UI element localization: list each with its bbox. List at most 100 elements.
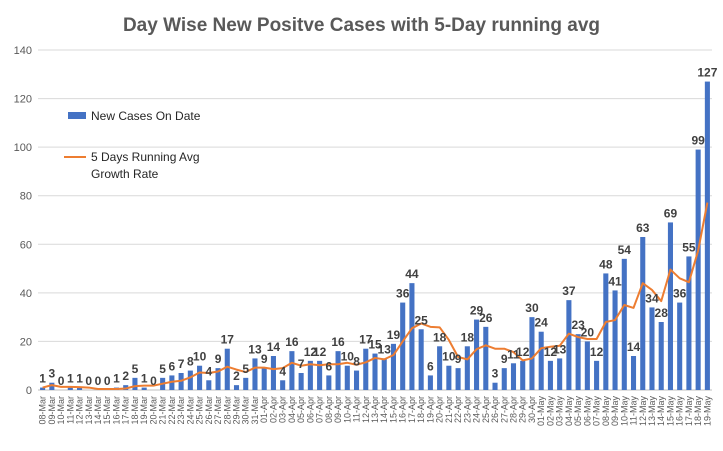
x-tick-label: 16-Apr — [398, 396, 408, 423]
x-tick-label: 04-Apr — [287, 396, 297, 423]
y-tick-label: 0 — [26, 385, 32, 397]
bar — [270, 356, 276, 390]
data-label: 99 — [691, 134, 705, 148]
x-tick-label: 06-May — [582, 396, 592, 427]
x-tick-label: 07-May — [592, 396, 602, 427]
x-tick-label: 16-May — [675, 396, 685, 427]
bar — [464, 346, 470, 390]
x-tick-label: 27-Apr — [499, 396, 509, 423]
bar — [455, 368, 461, 390]
x-tick-label: 10-Mar — [56, 396, 66, 425]
running-avg-line — [42, 202, 709, 391]
x-tick-label: 14-May — [656, 396, 666, 427]
data-label: 127 — [697, 66, 717, 80]
x-tick-label: 24-Mar — [185, 396, 195, 425]
x-tick-label: 21-Mar — [158, 396, 168, 425]
bar — [677, 302, 683, 390]
bar — [603, 273, 609, 390]
x-tick-label: 30-Apr — [527, 396, 537, 423]
bar — [335, 351, 341, 390]
data-label: 3 — [492, 367, 499, 381]
x-tick-label: 18-May — [693, 396, 703, 427]
x-tick-label: 15-Apr — [388, 396, 398, 423]
x-tick-label: 08-Apr — [324, 396, 334, 423]
data-label: 2 — [122, 369, 129, 383]
bar — [372, 353, 378, 390]
bar — [67, 387, 73, 390]
data-label: 44 — [405, 267, 419, 281]
x-tick-label: 10-May — [619, 396, 629, 427]
bar — [704, 81, 710, 391]
x-tick-label: 29-Mar — [232, 396, 242, 425]
x-tick-label: 12-Mar — [75, 396, 85, 425]
data-label: 6 — [427, 359, 434, 373]
x-tick-label: 05-Apr — [296, 396, 306, 423]
bar — [686, 256, 692, 390]
x-tick-label: 06-Apr — [305, 396, 315, 423]
x-tick-label: 17-Mar — [121, 396, 131, 425]
bar — [197, 365, 203, 390]
bar — [501, 368, 507, 390]
data-label: 11 — [507, 347, 520, 361]
data-label: 10 — [341, 350, 355, 364]
data-label: 19 — [387, 328, 401, 342]
data-label: 13 — [378, 342, 392, 356]
data-label: 13 — [248, 342, 262, 356]
bar — [233, 385, 240, 390]
bar — [344, 365, 350, 390]
x-tick-label: 28-Apr — [508, 396, 518, 423]
data-label: 12 — [544, 345, 558, 359]
bar — [446, 365, 452, 390]
x-tick-label: 19-May — [702, 396, 712, 427]
legend-label-bar: New Cases On Date — [91, 109, 201, 123]
data-label: 9 — [455, 352, 462, 366]
data-label: 16 — [331, 335, 345, 349]
x-tick-label: 29-Apr — [518, 396, 528, 423]
x-tick-label: 12-May — [638, 396, 648, 427]
x-tick-label: 14-Mar — [93, 396, 103, 425]
data-label: 36 — [673, 287, 687, 301]
x-tick-label: 28-Mar — [222, 396, 232, 425]
y-tick-label: 100 — [14, 142, 32, 154]
bar — [40, 387, 46, 390]
x-tick-label: 09-May — [610, 396, 620, 427]
x-tick-label: 18-Mar — [130, 396, 140, 425]
data-label: 12 — [304, 345, 318, 359]
x-tick-label: 13-Apr — [370, 396, 380, 423]
data-label: 34 — [645, 291, 659, 305]
x-tick-label: 10-Apr — [342, 396, 352, 423]
data-label: 6 — [325, 359, 332, 373]
x-tick-label: 07-Apr — [315, 396, 325, 423]
y-tick-label: 120 — [14, 94, 32, 106]
x-tick-label: 26-Mar — [204, 396, 214, 425]
bar — [427, 375, 433, 390]
data-label: 54 — [618, 243, 632, 257]
x-tick-label: 24-Apr — [472, 396, 482, 423]
x-tick-label: 13-Mar — [84, 396, 94, 425]
x-tick-label: 19-Apr — [425, 396, 435, 423]
bar — [483, 326, 489, 390]
legend-label-line-1: 5 Days Running Avg — [91, 150, 200, 164]
data-label: 15 — [368, 338, 382, 352]
data-label: 7 — [298, 357, 305, 371]
legend-label-line: 5 Days Running Avg Growth Rate — [91, 150, 203, 181]
x-tick-label: 23-Apr — [462, 396, 472, 423]
bar — [409, 283, 415, 390]
data-label: 12 — [590, 345, 604, 359]
data-label: 18 — [433, 330, 447, 344]
bar — [317, 360, 323, 390]
bar — [418, 329, 424, 390]
legend-swatch-bar — [68, 112, 86, 119]
bar — [141, 387, 147, 390]
data-label: 9 — [215, 352, 222, 366]
data-label: 30 — [525, 301, 539, 315]
bar — [640, 237, 646, 390]
data-label: 10 — [193, 350, 207, 364]
data-label: 0 — [104, 374, 111, 388]
data-label: 9 — [261, 352, 268, 366]
bar — [529, 317, 535, 390]
data-label: 63 — [636, 221, 650, 235]
x-tick-label: 11-Apr — [352, 396, 362, 422]
bar — [49, 382, 55, 390]
